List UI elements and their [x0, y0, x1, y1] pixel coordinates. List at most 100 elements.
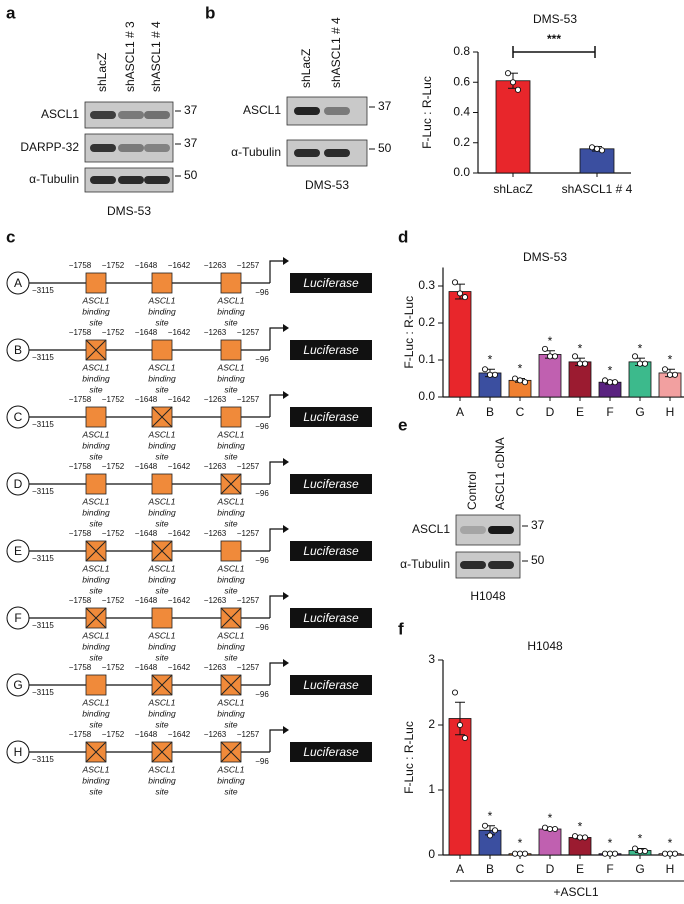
cell-line: DMS-53 [305, 178, 349, 192]
data-point [636, 360, 644, 367]
x-tick-label: B [486, 405, 494, 419]
blot-band [294, 149, 320, 157]
binding-site [151, 473, 173, 495]
site-start: −1648 [135, 596, 158, 605]
data-point [521, 379, 529, 386]
construct-label: C [14, 410, 23, 424]
site-start: −1263 [204, 261, 227, 270]
site-label: site [224, 719, 238, 729]
start-position: −3115 [32, 755, 54, 764]
data-point [509, 79, 517, 86]
tss-arrowhead [283, 324, 289, 332]
lane-label: shLacZ [95, 53, 109, 92]
mutation-cross [85, 741, 107, 763]
x-tick-label: G [635, 405, 644, 419]
x-tick-label: shASCL1 # 4 [562, 182, 633, 196]
site-label: binding [148, 507, 176, 517]
lane-label: shASCL1 # 4 [149, 21, 163, 92]
size-marker: 50 [184, 168, 198, 182]
start-position: −3115 [32, 420, 54, 429]
site-label: ASCL1 [217, 362, 245, 372]
blot-band [488, 526, 514, 534]
site-label: ASCL1 [217, 496, 245, 506]
lane-label: shASCL1 # 3 [123, 21, 137, 92]
data-point [606, 379, 614, 386]
reporter-label: Luciferase [303, 611, 359, 625]
data-point [504, 70, 512, 77]
chart-title: DMS-53 [533, 12, 577, 26]
site-label: site [89, 719, 103, 729]
x-tick-label: E [576, 405, 584, 419]
site-end: −1752 [102, 529, 125, 538]
x-tick-label: F [606, 405, 613, 419]
site-label: site [89, 384, 103, 394]
panel-label: e [398, 415, 407, 434]
significance: * [488, 809, 493, 823]
data-point [546, 353, 554, 360]
site-end: −1257 [237, 261, 260, 270]
site-label: ASCL1 [82, 295, 110, 305]
site-label: site [155, 518, 169, 528]
chart-title: DMS-53 [523, 250, 567, 264]
reporter-box [290, 474, 372, 494]
binding-site [220, 272, 242, 294]
site-label: ASCL1 [217, 563, 245, 573]
data-point [661, 366, 669, 373]
x-tick-label: D [546, 405, 555, 419]
bar [568, 361, 592, 398]
site-start: −1758 [69, 395, 92, 404]
site-end: −1642 [168, 663, 191, 672]
data-point [571, 833, 579, 840]
significance: * [578, 341, 583, 355]
data-point [581, 834, 589, 841]
site-label: site [155, 719, 169, 729]
start-position: −3115 [32, 688, 54, 697]
mutation-cross [151, 741, 173, 763]
data-point [511, 375, 519, 382]
site-end: −1257 [237, 462, 260, 471]
site-label: site [224, 652, 238, 662]
end-position: −96 [255, 757, 269, 766]
significance: * [548, 811, 553, 825]
size-marker: 37 [184, 136, 198, 150]
tss-arrow [269, 528, 283, 551]
mutation-cross [220, 473, 242, 495]
reporter-box [290, 273, 372, 293]
y-tick-label: 0.0 [453, 165, 470, 179]
site-label: ASCL1 [82, 630, 110, 640]
x-tick-label: E [576, 862, 584, 876]
site-start: −1648 [135, 261, 158, 270]
data-point [581, 360, 589, 367]
mutation-cross [151, 540, 173, 562]
blot-band [144, 144, 170, 152]
data-point [661, 850, 669, 857]
site-label: ASCL1 [217, 295, 245, 305]
blot-band [324, 149, 350, 157]
data-point [516, 850, 524, 857]
construct-label: B [14, 343, 22, 357]
x-tick-label: shLacZ [493, 182, 532, 196]
blot-band [90, 144, 116, 152]
data-point [636, 848, 644, 855]
site-label: ASCL1 [217, 429, 245, 439]
data-point [641, 848, 649, 855]
data-point [521, 850, 529, 857]
site-end: −1257 [237, 730, 260, 739]
site-label: binding [82, 708, 110, 718]
reporter-box [290, 407, 372, 427]
bar [448, 291, 472, 398]
binding-site [151, 607, 173, 629]
end-position: −96 [255, 489, 269, 498]
blot-band [324, 107, 350, 115]
x-tick-label: D [546, 862, 555, 876]
blot-band [144, 176, 170, 184]
significance: * [608, 836, 613, 850]
data-point [461, 294, 469, 301]
x-tick-label: A [456, 862, 464, 876]
site-start: −1758 [69, 596, 92, 605]
lane-label: ASCL1 cDNA [493, 437, 507, 510]
site-label: binding [217, 708, 245, 718]
site-end: −1752 [102, 663, 125, 672]
data-point [671, 850, 679, 857]
